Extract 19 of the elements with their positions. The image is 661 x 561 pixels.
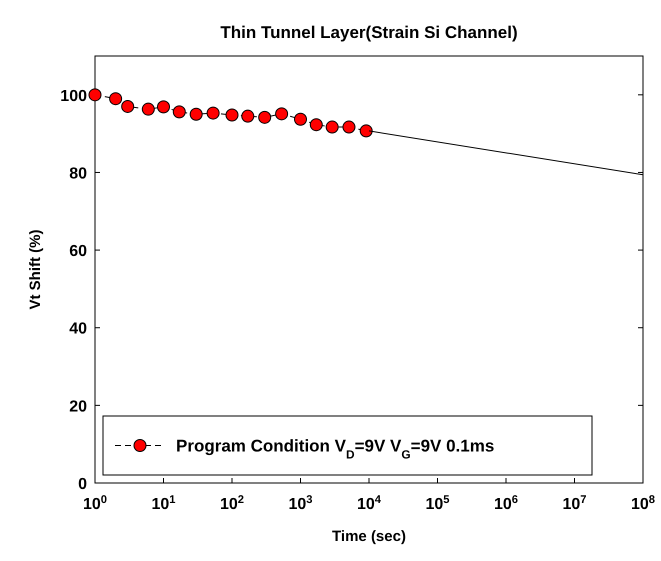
y-tick-label: 0 — [78, 476, 88, 493]
x-tick-label: 10$^{0}$ — [82, 494, 108, 513]
legend-label: Program Condition V$_{D}$=9V V$_{G}$=9V 0.1ms — [176, 436, 494, 462]
y-tick-label: 20 — [69, 398, 88, 416]
y-tick-label: 40 — [69, 320, 88, 338]
x-tick-label: 10$^{4}$ — [356, 494, 382, 513]
x-axis-title: Time (sec) — [332, 528, 406, 545]
x-tick-label: 10$^{8}$ — [630, 494, 656, 513]
x-tick-label: 10$^{6}$ — [494, 494, 518, 513]
y-tick-label: 60 — [69, 243, 88, 260]
chart-title: Thin Tunnel Layer(Strain Si Channel) — [220, 23, 518, 42]
x-tick-label: 10$^{2}$ — [220, 494, 244, 513]
y-tick-label: 80 — [69, 165, 88, 182]
y-axis-title: Vt Shift (%) — [27, 230, 44, 310]
y-tick-label: 100 — [60, 88, 88, 105]
x-tick-label: 10$^{5}$ — [425, 494, 450, 513]
x-tick-label: 10$^{3}$ — [288, 494, 313, 513]
x-tick-label: 10$^{1}$ — [151, 494, 176, 513]
x-tick-label: 10$^{7}$ — [562, 494, 587, 513]
